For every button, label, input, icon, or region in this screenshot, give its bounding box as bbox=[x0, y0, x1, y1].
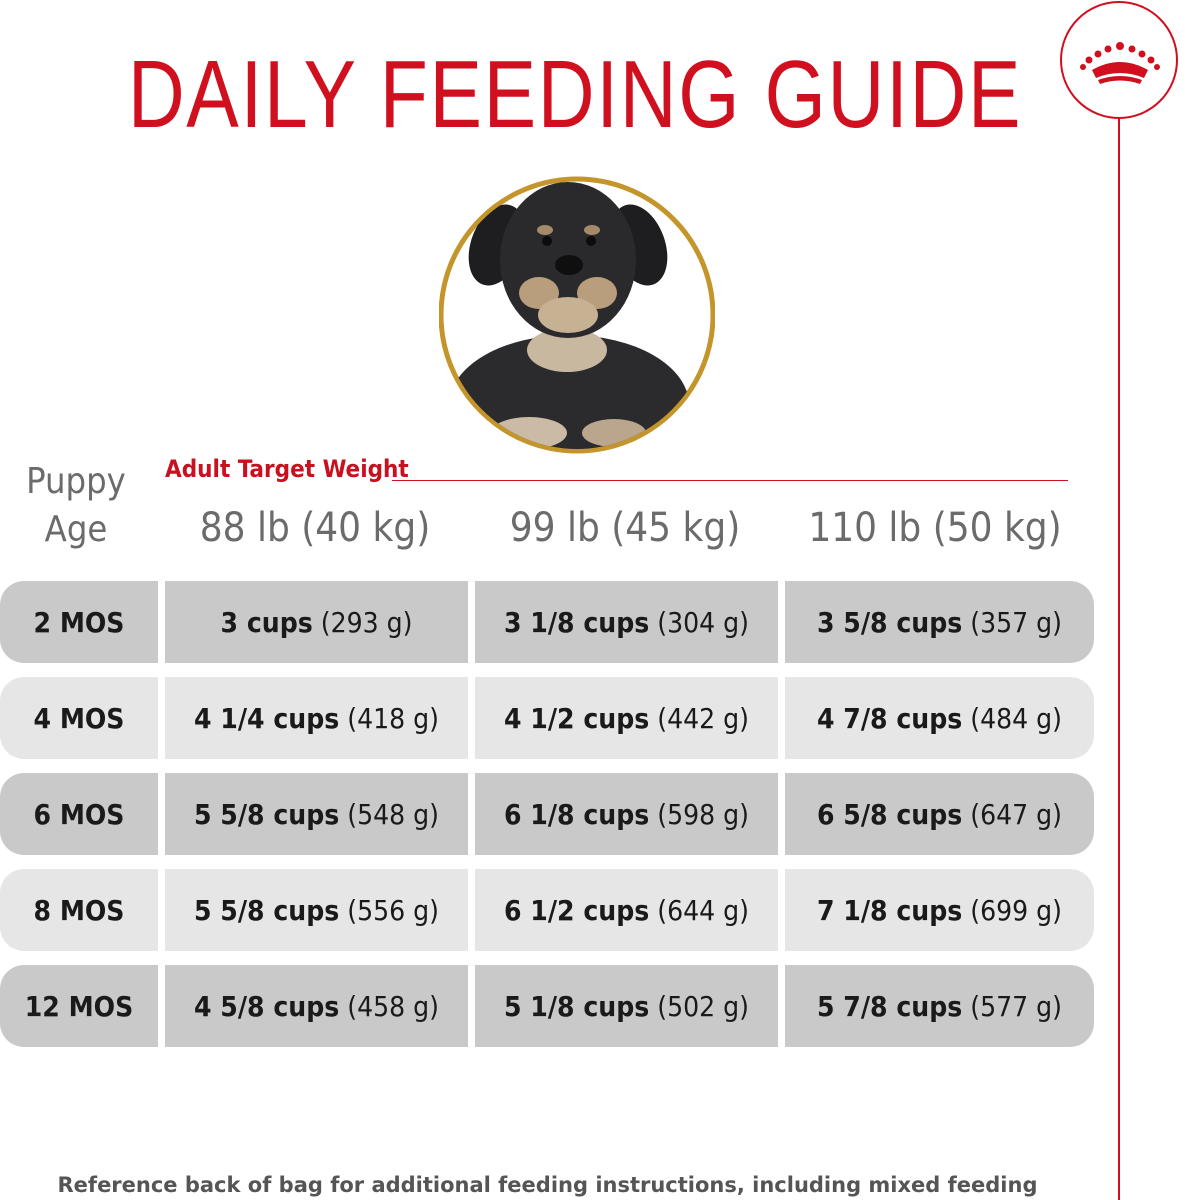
grams-amount: (418 g) bbox=[347, 701, 439, 735]
grams-amount: (442 g) bbox=[657, 701, 749, 735]
grams-amount: (577 g) bbox=[970, 989, 1062, 1023]
table-row: 2 MOS 3 cups (293 g) 3 1/8 cups (304 g) 3 5/8… bbox=[0, 581, 1094, 663]
footer-note: Reference back of bag for additional fee… bbox=[57, 1173, 1038, 1197]
age-cell: 2 MOS bbox=[0, 581, 158, 663]
column-header-40kg: 88 lb (40 kg) bbox=[199, 505, 431, 551]
cups-amount: 4 5/8 cups bbox=[194, 989, 340, 1023]
feeding-amount-cell: 5 5/8 cups (548 g) bbox=[165, 773, 468, 855]
brand-line bbox=[1118, 118, 1120, 1200]
feeding-amount-cell: 6 1/2 cups (644 g) bbox=[475, 869, 778, 951]
cups-amount: 5 1/8 cups bbox=[504, 989, 650, 1023]
feeding-amount-cell: 3 cups (293 g) bbox=[165, 581, 468, 663]
cups-amount: 6 1/2 cups bbox=[504, 893, 650, 927]
target-weight-rule bbox=[392, 480, 1068, 481]
grams-amount: (556 g) bbox=[347, 893, 439, 927]
age-cell: 6 MOS bbox=[0, 773, 158, 855]
puppy-photo bbox=[439, 176, 715, 454]
feeding-amount-cell: 3 1/8 cups (304 g) bbox=[475, 581, 778, 663]
grams-amount: (548 g) bbox=[347, 797, 439, 831]
grams-amount: (357 g) bbox=[970, 605, 1062, 639]
grams-amount: (598 g) bbox=[657, 797, 749, 831]
brand-logo bbox=[1060, 1, 1178, 119]
column-header-45kg: 99 lb (45 kg) bbox=[509, 505, 741, 551]
feeding-amount-cell: 4 5/8 cups (458 g) bbox=[165, 965, 468, 1047]
table-row: 6 MOS 5 5/8 cups (548 g) 6 1/8 cups (598 g) 6… bbox=[0, 773, 1094, 855]
feeding-amount-cell: 4 1/2 cups (442 g) bbox=[475, 677, 778, 759]
grams-amount: (699 g) bbox=[970, 893, 1062, 927]
feeding-amount-cell: 3 5/8 cups (357 g) bbox=[785, 581, 1094, 663]
feeding-amount-cell: 4 7/8 cups (484 g) bbox=[785, 677, 1094, 759]
cups-amount: 3 1/8 cups bbox=[504, 605, 650, 639]
age-cell: 8 MOS bbox=[0, 869, 158, 951]
grams-amount: (647 g) bbox=[970, 797, 1062, 831]
cups-amount: 4 7/8 cups bbox=[817, 701, 963, 735]
grams-amount: (644 g) bbox=[657, 893, 749, 927]
feeding-amount-cell: 5 1/8 cups (502 g) bbox=[475, 965, 778, 1047]
feeding-amount-cell: 7 1/8 cups (699 g) bbox=[785, 869, 1094, 951]
grams-amount: (502 g) bbox=[657, 989, 749, 1023]
cups-amount: 4 1/4 cups bbox=[194, 701, 340, 735]
cups-amount: 5 7/8 cups bbox=[817, 989, 963, 1023]
grams-amount: (458 g) bbox=[347, 989, 439, 1023]
feeding-amount-cell: 4 1/4 cups (418 g) bbox=[165, 677, 468, 759]
column-header-50kg: 110 lb (50 kg) bbox=[808, 505, 1062, 551]
cups-amount: 4 1/2 cups bbox=[504, 701, 650, 735]
cups-amount: 5 5/8 cups bbox=[194, 893, 340, 927]
grams-amount: (484 g) bbox=[970, 701, 1062, 735]
cups-amount: 7 1/8 cups bbox=[817, 893, 963, 927]
feeding-amount-cell: 5 5/8 cups (556 g) bbox=[165, 869, 468, 951]
crown-icon bbox=[1080, 42, 1160, 84]
age-cell: 12 MOS bbox=[0, 965, 158, 1047]
age-cell: 4 MOS bbox=[0, 677, 158, 759]
cups-amount: 6 1/8 cups bbox=[504, 797, 650, 831]
table-row: 12 MOS 4 5/8 cups (458 g) 5 1/8 cups (502 g)… bbox=[0, 965, 1094, 1047]
feeding-amount-cell: 6 5/8 cups (647 g) bbox=[785, 773, 1094, 855]
feeding-amount-cell: 5 7/8 cups (577 g) bbox=[785, 965, 1094, 1047]
table-row: 8 MOS 5 5/8 cups (556 g) 6 1/2 cups (644 g) 7… bbox=[0, 869, 1094, 951]
age-header-line2: Age bbox=[44, 509, 108, 550]
grams-amount: (293 g) bbox=[320, 605, 413, 639]
page-title: DAILY FEEDING GUIDE bbox=[127, 41, 1023, 148]
grams-amount: (304 g) bbox=[657, 605, 749, 639]
cups-amount: 3 cups bbox=[220, 605, 313, 639]
table-row: 4 MOS 4 1/4 cups (418 g) 4 1/2 cups (442 g) 4… bbox=[0, 677, 1094, 759]
cups-amount: 6 5/8 cups bbox=[817, 797, 963, 831]
adult-target-weight-label: Adult Target Weight bbox=[165, 455, 409, 483]
feeding-amount-cell: 6 1/8 cups (598 g) bbox=[475, 773, 778, 855]
cups-amount: 3 5/8 cups bbox=[817, 605, 963, 639]
age-header-line1: Puppy bbox=[26, 461, 126, 502]
cups-amount: 5 5/8 cups bbox=[194, 797, 340, 831]
puppy-age-header: Puppy Age bbox=[20, 458, 132, 554]
